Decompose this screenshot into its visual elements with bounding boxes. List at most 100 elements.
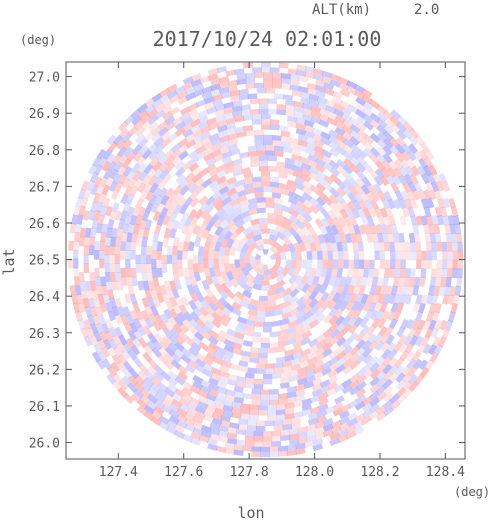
radar-echo-cell: [260, 280, 270, 286]
radar-echo-cell: [251, 394, 262, 400]
radar-echo-cell: [361, 88, 373, 98]
radar-echo-cell: [229, 95, 241, 103]
radar-echo-cell: [256, 150, 266, 156]
radar-echo-cell: [302, 205, 313, 215]
radar-echo-cell: [174, 127, 186, 137]
radar-echo-cell: [366, 232, 374, 243]
radar-echo-cell: [395, 372, 406, 384]
radar-echo-cell: [143, 182, 153, 194]
radar-echo-cell: [153, 371, 164, 382]
radar-echo-cell: [319, 225, 328, 236]
radar-echo-cell: [405, 157, 416, 169]
radar-echo-cell: [159, 284, 168, 295]
radar-echo-cell: [294, 182, 305, 191]
radar-echo-cell: [286, 326, 297, 335]
radar-echo-cell: [280, 376, 291, 384]
radar-echo-cell: [240, 350, 251, 358]
radar-echo-cell: [241, 295, 252, 304]
radar-echo-cell: [225, 117, 236, 125]
radar-echo-cell: [349, 149, 361, 160]
radar-echo-cell: [106, 373, 117, 385]
radar-echo-cell: [218, 376, 230, 384]
radar-echo-cell: [297, 133, 308, 142]
radar-echo-cell: [211, 412, 223, 420]
radar-echo-cell: [119, 250, 126, 260]
radar-echo-cell: [315, 202, 326, 213]
radar-echo-cell: [128, 368, 139, 379]
radar-echo-cell: [258, 103, 269, 109]
radar-echo-cell: [134, 374, 145, 386]
radar-echo-cell: [411, 319, 421, 331]
radar-echo-cell: [122, 165, 133, 177]
radar-echo-cell: [238, 365, 249, 373]
radar-echo-cell: [137, 280, 145, 291]
radar-echo-cell: [328, 307, 339, 318]
radar-echo-cell: [346, 80, 358, 90]
radar-echo-cell: [402, 182, 412, 193]
radar-echo-cell: [118, 218, 126, 230]
radar-echo-cell: [189, 397, 201, 406]
radar-echo-cell: [124, 293, 132, 304]
radar-echo-cell: [127, 223, 135, 234]
radar-echo-cell: [369, 383, 381, 394]
radar-echo-cell: [253, 430, 264, 437]
radar-echo-cell: [354, 413, 366, 423]
radar-echo-cell: [225, 122, 236, 130]
radar-echo-cell: [208, 335, 219, 346]
radar-echo-cell: [309, 204, 320, 215]
radar-echo-cell: [295, 315, 306, 325]
radar-echo-cell: [73, 258, 79, 269]
radar-echo-cell: [314, 352, 326, 362]
radar-echo-cell: [348, 331, 359, 343]
radar-echo-cell: [183, 196, 194, 208]
radar-echo-cell: [138, 144, 149, 156]
radar-echo-cell: [242, 445, 253, 452]
radar-echo-cell: [260, 451, 270, 458]
radar-echo-cell: [213, 218, 223, 229]
radar-echo-cell: [389, 144, 400, 156]
radar-echo-cell: [424, 232, 431, 243]
radar-echo-cell: [209, 427, 221, 436]
radar-echo-cell: [245, 279, 255, 288]
radar-echo-cell: [83, 254, 89, 265]
radar-echo-cell: [120, 314, 129, 325]
radar-echo-cell: [151, 267, 158, 278]
radar-echo-cell: [179, 323, 189, 334]
radar-echo-cell: [190, 431, 201, 441]
radar-echo-cell: [267, 108, 278, 115]
radar-echo-cell: [339, 300, 349, 312]
radar-echo-cell: [311, 250, 318, 260]
radar-echo-cell: [355, 177, 366, 188]
radar-echo-cell: [298, 242, 307, 252]
radar-echo-cell: [226, 271, 235, 281]
radar-echo-cell: [329, 147, 340, 158]
radar-echo-cell: [297, 436, 308, 444]
radar-echo-cell: [152, 297, 161, 308]
radar-echo-cell: [174, 296, 184, 307]
radar-echo-cell: [184, 216, 193, 227]
radar-echo-cell: [255, 259, 262, 266]
radar-echo-cell: [108, 339, 118, 350]
radar-echo-cell: [96, 358, 106, 370]
radar-echo-cell: [147, 332, 158, 344]
radar-echo-cell: [240, 413, 251, 420]
radar-echo-cell: [416, 165, 426, 177]
radar-echo-cell: [198, 115, 209, 124]
radar-echo-cell: [216, 164, 227, 173]
radar-echo-cell: [410, 268, 416, 279]
radar-echo-cell: [258, 160, 269, 167]
radar-echo-cell: [311, 275, 320, 286]
radar-echo-cell: [241, 266, 250, 277]
radar-echo-cell: [221, 156, 233, 165]
radar-echo-cell: [233, 449, 244, 456]
radar-echo-cell: [232, 163, 243, 172]
radar-echo-cell: [201, 430, 212, 439]
radar-echo-cell: [343, 259, 349, 269]
radar-echo-cell: [292, 346, 303, 355]
radar-echo-cell: [295, 296, 306, 306]
radar-echo-cell: [147, 365, 158, 376]
radar-echo-cell: [369, 119, 381, 130]
radar-echo-cell: [241, 242, 250, 253]
radar-echo-cell: [109, 168, 119, 180]
radar-echo-cell: [277, 445, 288, 452]
